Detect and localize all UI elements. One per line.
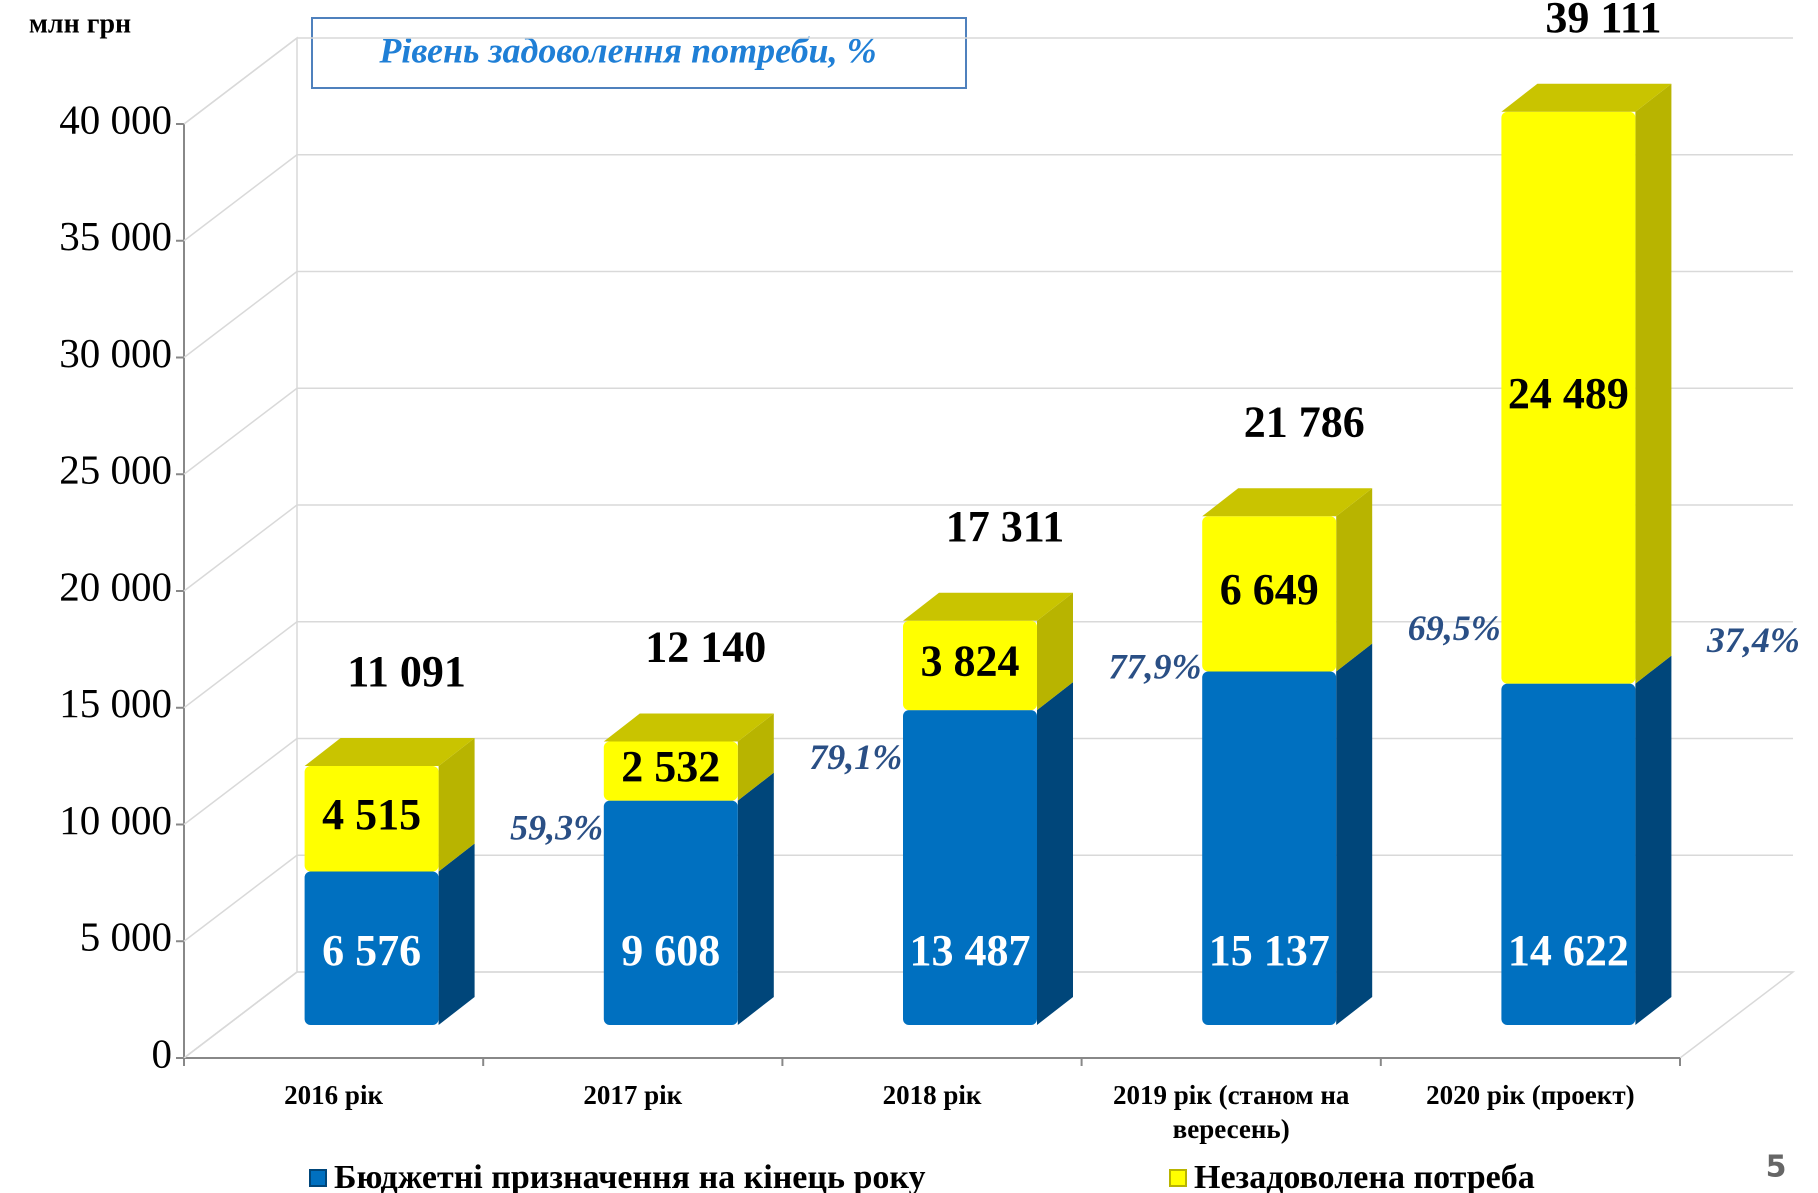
y-tick-label: 20 000 bbox=[59, 563, 172, 609]
data-label: 15 137 bbox=[1209, 926, 1330, 975]
bar-side bbox=[1037, 592, 1073, 711]
legend-swatch bbox=[309, 1169, 327, 1187]
bar bbox=[603, 800, 738, 1025]
y-tick-label: 15 000 bbox=[59, 680, 172, 726]
grid-line bbox=[183, 270, 298, 359]
data-label: 6 576 bbox=[322, 926, 421, 975]
share-label: 37,4% bbox=[1706, 620, 1800, 660]
bar bbox=[1501, 683, 1636, 1025]
bar bbox=[903, 620, 1037, 711]
data-label: 2 532 bbox=[621, 742, 720, 791]
page-number: 5 bbox=[1766, 1150, 1787, 1185]
data-label: 9 608 bbox=[621, 926, 720, 975]
bar-top bbox=[1501, 83, 1672, 112]
bar-side bbox=[1635, 83, 1672, 684]
bar-side bbox=[438, 843, 475, 1025]
data-label: 24 489 bbox=[1508, 369, 1629, 418]
total-label: 39 111 bbox=[1545, 0, 1661, 42]
y-tick-label: 5 000 bbox=[80, 914, 172, 960]
legend-label: Незадоволена потреба bbox=[1194, 1159, 1535, 1193]
annotation-box bbox=[311, 17, 967, 89]
share-label: 69,5% bbox=[1408, 608, 1501, 648]
grid-line bbox=[183, 737, 298, 826]
x-tick-label: 2017 рік bbox=[583, 1080, 682, 1110]
legend-swatch bbox=[1169, 1169, 1187, 1187]
bar-side bbox=[1037, 682, 1073, 1025]
grid-line bbox=[183, 854, 298, 942]
bar-top bbox=[304, 738, 475, 767]
grid-line bbox=[183, 154, 298, 242]
bar-side bbox=[1336, 488, 1373, 672]
bar bbox=[1501, 111, 1636, 684]
bar bbox=[1202, 671, 1337, 1025]
share-label: 79,1% bbox=[809, 737, 902, 777]
x-tick-label: 2018 рік bbox=[883, 1080, 982, 1110]
x-tick-label: 2019 рік (станом на вересень) bbox=[1113, 1080, 1350, 1144]
total-label: 11 091 bbox=[347, 647, 466, 696]
grid-line bbox=[183, 37, 298, 125]
bar-side bbox=[1336, 643, 1373, 1025]
total-label: 17 311 bbox=[946, 502, 1065, 551]
y-tick-label: 35 000 bbox=[59, 213, 172, 259]
bar bbox=[1202, 516, 1337, 672]
bar bbox=[603, 741, 738, 801]
grid-line bbox=[183, 971, 298, 1059]
share-label: 59,3% bbox=[510, 808, 603, 848]
annotation: Рівень задоволення потреби, % bbox=[378, 30, 876, 70]
bar-top bbox=[603, 713, 774, 742]
share-label: 77,9% bbox=[1109, 646, 1202, 686]
y-tick-label: 30 000 bbox=[59, 330, 172, 376]
data-label: 3 824 bbox=[921, 637, 1020, 686]
bar bbox=[304, 766, 439, 872]
y-tick-label: 25 000 bbox=[59, 447, 172, 493]
data-label: 6 649 bbox=[1220, 565, 1319, 614]
grid-line bbox=[183, 387, 298, 475]
data-label: 4 515 bbox=[322, 790, 421, 839]
y-tick-label: 10 000 bbox=[59, 797, 172, 843]
data-label: 13 487 bbox=[910, 926, 1031, 975]
bar-top bbox=[903, 592, 1073, 621]
bar-side bbox=[737, 713, 774, 801]
bar bbox=[304, 871, 439, 1025]
bar-side bbox=[1635, 655, 1672, 1025]
data-label: 14 622 bbox=[1508, 926, 1629, 975]
y-tick-label: 0 bbox=[152, 1030, 173, 1076]
y-axis-label: млн грн bbox=[29, 8, 131, 39]
bar-side bbox=[737, 772, 774, 1025]
total-label: 12 140 bbox=[645, 623, 766, 672]
total-label: 21 786 bbox=[1244, 397, 1365, 446]
grid-line bbox=[183, 504, 298, 592]
x-tick-label: 2016 рік bbox=[284, 1080, 383, 1110]
bar bbox=[903, 710, 1037, 1025]
x-tick-label: 2020 рік (проект) bbox=[1426, 1080, 1634, 1110]
legend-label: Бюджетні призначення на кінець року bbox=[334, 1159, 925, 1193]
y-tick-label: 40 000 bbox=[59, 96, 172, 142]
bar-top bbox=[1202, 488, 1373, 517]
bar-side bbox=[438, 738, 475, 872]
grid-line bbox=[183, 621, 298, 709]
